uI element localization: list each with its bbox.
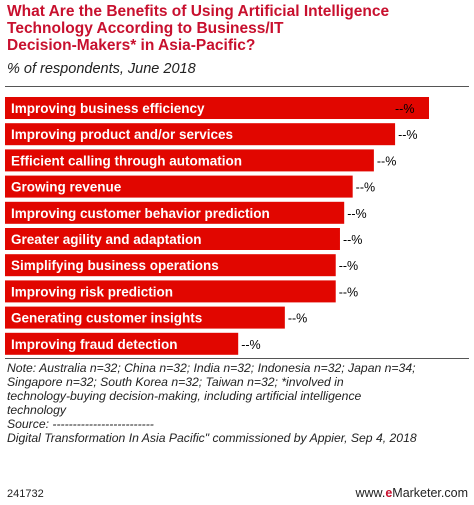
title-line-1: What Are the Benefits of Using Artificia… xyxy=(7,3,390,20)
brand-suffix: Marketer.com xyxy=(392,486,468,500)
bar-label-9: Generating customer insights xyxy=(11,311,202,326)
value-label-1: --% xyxy=(395,102,414,116)
bar-5 xyxy=(5,201,345,224)
emarketer-logo[interactable]: www.eMarketer.com xyxy=(355,486,468,500)
chart-subtitle: % of respondents, June 2018 xyxy=(7,61,196,77)
value-label-5: --% xyxy=(347,207,366,221)
bar-label-8: Improving risk prediction xyxy=(11,284,173,299)
value-label-10: --% xyxy=(241,338,260,352)
value-label-6: --% xyxy=(343,233,362,247)
bar-8 xyxy=(5,280,336,303)
bar-3 xyxy=(5,149,374,172)
bar-10 xyxy=(5,332,239,355)
note-line-1: Note: Australia n=32; China n=32; India … xyxy=(7,361,416,375)
chart-notes: Note: Australia n=32; China n=32; India … xyxy=(7,361,469,445)
bar-7 xyxy=(5,254,336,277)
title-line-3: Decision-Makers* in Asia-Pacific? xyxy=(7,37,256,54)
bar-4 xyxy=(5,175,353,198)
value-label-9: --% xyxy=(288,312,307,326)
bottom-divider xyxy=(5,358,469,359)
brand-prefix: www. xyxy=(355,486,386,500)
note-line-2: Singapore n=32; South Korea n=32; Taiwan… xyxy=(7,375,344,389)
bar-label-2: Improving product and/or services xyxy=(11,127,233,142)
bar-label-1: Improving business efficiency xyxy=(11,101,205,116)
value-label-2: --% xyxy=(398,128,417,142)
bar-label-4: Growing revenue xyxy=(11,180,122,195)
value-label-3: --% xyxy=(377,154,396,168)
bar-chart: Improving business efficiency --% Improvin… xyxy=(5,97,429,355)
bar-2 xyxy=(5,123,396,146)
bar-9 xyxy=(5,306,285,329)
bar-label-7: Simplifying business operations xyxy=(11,258,219,273)
top-divider xyxy=(5,86,469,87)
bar-6 xyxy=(5,228,340,250)
note-line-3: technology-buying decision-making, inclu… xyxy=(7,389,362,403)
bar-label-6: Greater agility and adaptation xyxy=(11,232,202,247)
bar-label-10: Improving fraud detection xyxy=(11,337,178,352)
value-label-7: --% xyxy=(339,259,358,273)
bar-label-3: Efficient calling through automation xyxy=(11,153,242,168)
source-line-2: Digital Transformation In Asia Pacific" … xyxy=(7,431,417,445)
chart-id: 241732 xyxy=(7,488,44,500)
bar-1 xyxy=(5,97,429,119)
value-label-8: --% xyxy=(339,285,358,299)
value-label-4: --% xyxy=(356,181,375,195)
note-line-4: technology xyxy=(7,403,66,417)
source-line-1: Source: ------------------------- xyxy=(7,417,154,431)
chart-title: What Are the Benefits of Using Artificia… xyxy=(7,3,469,54)
bar-label-5: Improving customer behavior prediction xyxy=(11,206,270,221)
title-line-2: Technology According to Business/IT xyxy=(7,20,284,37)
brand-e: e xyxy=(385,486,393,500)
